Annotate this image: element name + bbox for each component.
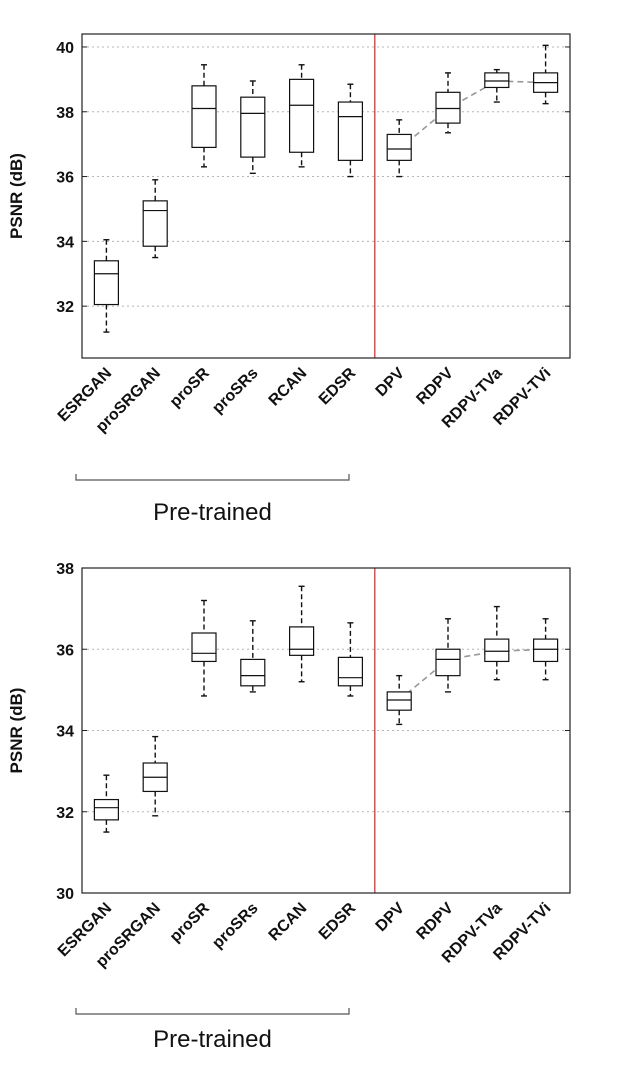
y-axis-title: PSNR (dB) — [7, 688, 26, 774]
x-tick-label: EDSR — [316, 364, 360, 408]
y-tick-label: 38 — [56, 561, 74, 578]
x-tick-label: DPV — [373, 365, 409, 401]
group-bracket — [75, 1008, 350, 1015]
box-dpv — [386, 133, 412, 161]
box-prosrs — [240, 658, 266, 687]
x-tick-label: proSR — [167, 364, 213, 410]
x-tick-label: DPV — [373, 900, 409, 936]
group-bracket — [75, 474, 350, 481]
box-rcan — [289, 78, 315, 153]
y-tick-label: 40 — [56, 40, 74, 57]
box-prosrs — [240, 96, 266, 158]
box-rcan — [289, 626, 315, 656]
y-tick-label: 30 — [56, 886, 74, 903]
box-esrgan — [93, 798, 120, 821]
box-prosrgan — [142, 200, 168, 247]
box-rdpv-tva — [484, 638, 510, 663]
y-tick-label: 38 — [56, 105, 74, 122]
box-edsr — [337, 656, 363, 687]
x-tick-label: EDSR — [316, 899, 360, 943]
plot-frame — [81, 33, 571, 359]
x-tick-label: RCAN — [266, 365, 311, 410]
box-prosr — [191, 85, 217, 148]
x-tick-label: proSR — [167, 899, 213, 945]
x-tick-label: RDPV — [413, 365, 457, 409]
y-tick-label: 32 — [56, 299, 74, 316]
box-rdpv-tva — [484, 72, 510, 89]
box-prosr — [191, 632, 217, 663]
y-tick-label: 34 — [56, 234, 74, 251]
y-tick-label: 36 — [56, 642, 74, 659]
box-dpv — [386, 691, 412, 711]
trend-line — [398, 80, 546, 150]
box-esrgan — [93, 260, 120, 306]
plot-frame — [81, 567, 571, 894]
y-tick-label: 36 — [56, 170, 74, 187]
box-rdpv — [435, 91, 461, 124]
group-label: Pre-trained — [153, 499, 272, 526]
y-tick-label: 32 — [56, 805, 74, 822]
box-rdpv — [435, 648, 461, 677]
group-label: Pre-trained — [153, 1026, 272, 1053]
box-rdpv-tvi — [532, 638, 559, 663]
x-tick-label: RCAN — [266, 900, 311, 945]
x-tick-label: RDPV — [413, 900, 457, 944]
x-tick-label: proSRs — [209, 365, 261, 417]
trend-line — [398, 648, 546, 701]
x-tick-label: proSRs — [209, 900, 261, 952]
box-edsr — [337, 101, 363, 161]
y-tick-label: 34 — [56, 724, 74, 741]
y-axis-title: PSNR (dB) — [7, 153, 26, 239]
